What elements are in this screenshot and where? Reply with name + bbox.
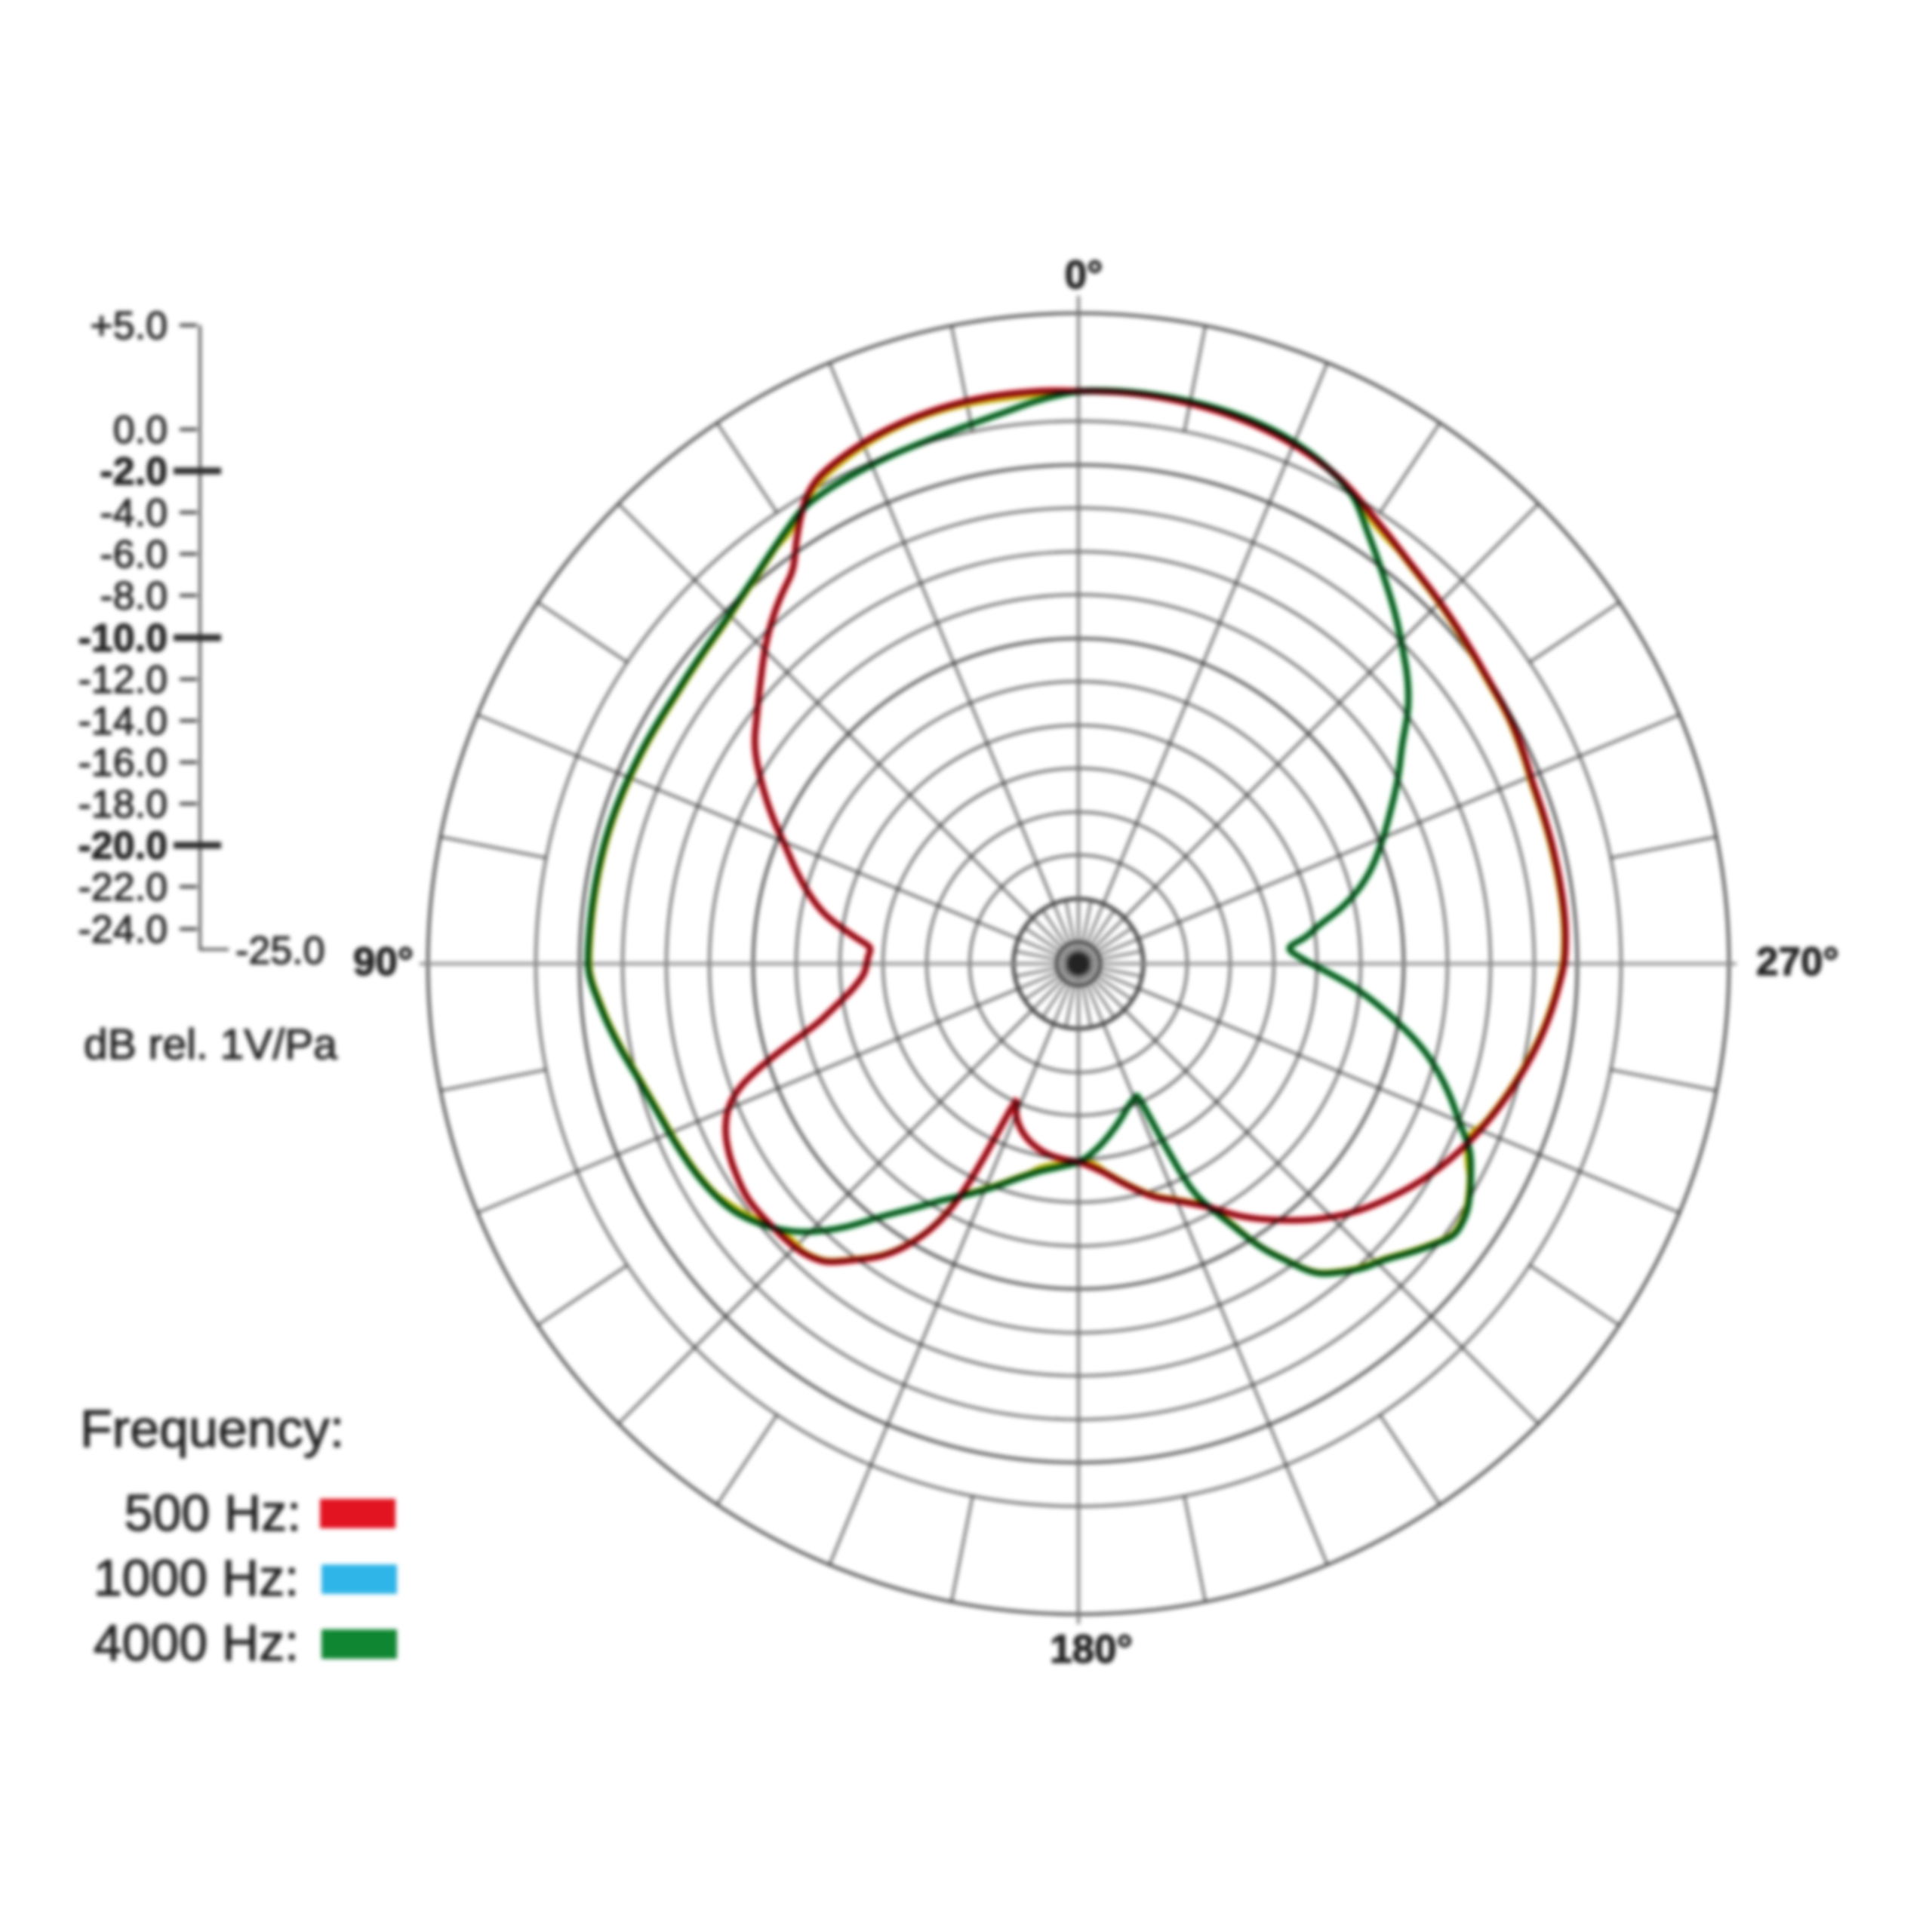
svg-text:-8.0: -8.0 xyxy=(100,574,168,618)
svg-text:dB rel. 1V/Pa: dB rel. 1V/Pa xyxy=(84,1020,337,1069)
svg-text:+5.0: +5.0 xyxy=(90,304,168,348)
svg-text:0.0: 0.0 xyxy=(113,408,168,452)
svg-text:90°: 90° xyxy=(353,940,414,984)
svg-text:1000 Hz:: 1000 Hz: xyxy=(94,1549,299,1607)
svg-text:-18.0: -18.0 xyxy=(78,783,168,826)
svg-text:-6.0: -6.0 xyxy=(100,533,168,577)
svg-text:Frequency:: Frequency: xyxy=(80,1399,344,1458)
svg-text:-2.0: -2.0 xyxy=(100,450,168,494)
svg-text:-22.0: -22.0 xyxy=(78,866,168,909)
svg-text:-16.0: -16.0 xyxy=(78,741,168,785)
svg-text:-14.0: -14.0 xyxy=(78,700,168,743)
svg-text:270°: 270° xyxy=(1756,940,1839,984)
svg-text:180°: 180° xyxy=(1050,1627,1133,1672)
svg-text:-10.0: -10.0 xyxy=(78,617,168,660)
svg-text:500 Hz:: 500 Hz: xyxy=(125,1484,301,1542)
svg-text:-24.0: -24.0 xyxy=(78,908,168,952)
svg-text:0°: 0° xyxy=(1065,253,1103,297)
svg-text:-4.0: -4.0 xyxy=(100,491,168,535)
svg-text:-20.0: -20.0 xyxy=(78,824,168,868)
svg-text:-25.0: -25.0 xyxy=(235,929,325,973)
svg-text:-12.0: -12.0 xyxy=(78,658,168,702)
svg-text:4000 Hz:: 4000 Hz: xyxy=(94,1614,299,1672)
